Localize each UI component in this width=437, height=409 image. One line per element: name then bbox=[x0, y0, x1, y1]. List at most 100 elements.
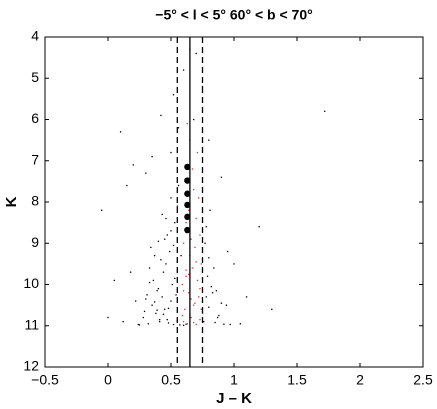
marker bbox=[184, 226, 191, 234]
point bbox=[187, 292, 190, 294]
point bbox=[170, 151, 172, 154]
point bbox=[195, 217, 197, 220]
point bbox=[201, 85, 204, 88]
point bbox=[167, 307, 170, 310]
point bbox=[148, 267, 151, 269]
point bbox=[134, 300, 137, 302]
point bbox=[200, 308, 202, 310]
point bbox=[122, 320, 124, 323]
point bbox=[175, 294, 177, 296]
y-tick-label: 10 bbox=[23, 275, 39, 291]
point bbox=[191, 168, 194, 170]
point bbox=[271, 308, 273, 310]
point bbox=[151, 155, 153, 158]
point bbox=[204, 242, 206, 244]
point bbox=[185, 323, 187, 325]
point bbox=[145, 298, 147, 300]
x-tick-label: −0.5 bbox=[31, 372, 59, 388]
point bbox=[152, 279, 155, 282]
point bbox=[182, 320, 185, 323]
point bbox=[187, 209, 190, 211]
y-tick-label: 4 bbox=[31, 28, 39, 44]
point bbox=[163, 238, 166, 240]
point bbox=[205, 226, 208, 228]
point bbox=[199, 287, 201, 290]
chart-title: −5° < l < 5° 60° < b < 70° bbox=[155, 7, 312, 23]
point bbox=[132, 164, 134, 166]
point bbox=[156, 289, 158, 292]
point bbox=[174, 221, 176, 224]
point bbox=[192, 304, 195, 306]
point bbox=[165, 263, 167, 265]
point bbox=[196, 151, 199, 154]
point bbox=[151, 304, 153, 306]
point bbox=[184, 308, 186, 310]
marker bbox=[184, 213, 191, 221]
point bbox=[163, 308, 166, 310]
point bbox=[166, 234, 168, 236]
point bbox=[245, 296, 248, 298]
point bbox=[162, 313, 165, 315]
marker bbox=[184, 201, 191, 209]
point bbox=[192, 118, 195, 121]
marker bbox=[184, 163, 191, 171]
point bbox=[160, 259, 162, 261]
point bbox=[195, 261, 197, 263]
point bbox=[223, 323, 225, 325]
point bbox=[187, 273, 190, 275]
point bbox=[179, 324, 181, 326]
point bbox=[176, 205, 179, 207]
y-tick-label: 7 bbox=[31, 151, 39, 167]
x-tick-label: 1.5 bbox=[287, 372, 307, 388]
point bbox=[182, 242, 185, 244]
point bbox=[226, 250, 229, 253]
point bbox=[186, 322, 189, 325]
point bbox=[239, 322, 242, 325]
point bbox=[126, 184, 128, 187]
x-tick-label: 2 bbox=[356, 372, 364, 388]
point bbox=[199, 234, 201, 236]
point bbox=[199, 318, 201, 321]
point bbox=[206, 275, 209, 277]
point bbox=[182, 289, 185, 292]
point bbox=[177, 127, 180, 129]
point bbox=[197, 197, 200, 199]
point bbox=[172, 244, 175, 247]
point bbox=[167, 322, 170, 324]
point bbox=[100, 209, 103, 211]
y-tick-label: 5 bbox=[31, 69, 39, 85]
point bbox=[195, 323, 197, 326]
point bbox=[194, 246, 196, 249]
point bbox=[190, 238, 192, 240]
point bbox=[216, 316, 219, 319]
point bbox=[225, 304, 228, 306]
point bbox=[171, 283, 174, 286]
point bbox=[142, 316, 145, 319]
point bbox=[194, 302, 196, 304]
y-tick-label: 9 bbox=[31, 234, 39, 250]
point bbox=[156, 309, 158, 311]
point bbox=[165, 217, 167, 220]
point bbox=[146, 294, 148, 296]
y-tick-label: 8 bbox=[31, 193, 39, 209]
point bbox=[182, 324, 185, 327]
point bbox=[145, 172, 147, 174]
point bbox=[192, 188, 195, 191]
point bbox=[229, 323, 231, 326]
point bbox=[190, 316, 192, 319]
x-tick-label: 2.5 bbox=[413, 372, 433, 388]
point bbox=[323, 110, 326, 112]
point bbox=[172, 94, 175, 96]
y-tick-label: 12 bbox=[23, 358, 39, 374]
point bbox=[210, 285, 213, 288]
x-tick-label: 0.5 bbox=[161, 372, 181, 388]
point bbox=[157, 240, 160, 242]
point bbox=[168, 250, 171, 253]
point bbox=[218, 314, 220, 317]
point bbox=[208, 139, 210, 141]
y-axis-label: K bbox=[3, 196, 20, 207]
point bbox=[172, 323, 175, 326]
point bbox=[161, 296, 163, 298]
point bbox=[205, 296, 208, 298]
